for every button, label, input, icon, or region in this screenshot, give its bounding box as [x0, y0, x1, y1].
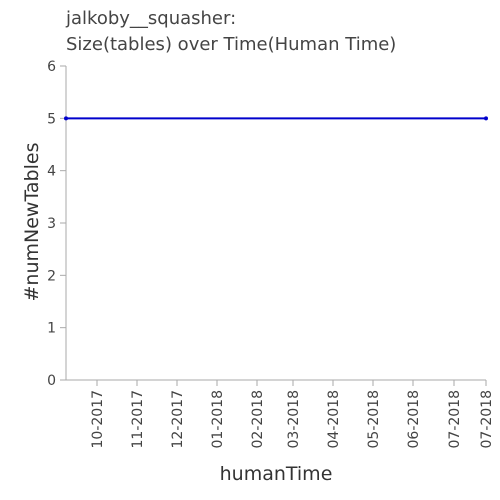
y-tick-label: 3	[47, 216, 56, 232]
x-tick-label: 04-2018	[326, 390, 342, 449]
data-point	[64, 116, 68, 121]
x-tick-label: 12-2017	[170, 390, 186, 449]
chart-title-line-1: jalkoby__squasher:	[65, 8, 236, 29]
x-tick-label: 10-2017	[90, 390, 106, 449]
x-tick-label: 07-2018	[479, 390, 495, 449]
x-axis-ticks: 10-2017 11-2017 12-2017 01-2018 02-2018 03-20…	[90, 380, 495, 449]
x-axis-title: humanTime	[220, 463, 333, 485]
x-tick-label: 07-2018	[447, 390, 463, 449]
y-tick-label: 5	[47, 111, 56, 127]
chart-title-line-2: Size(tables) over Time(Human Time)	[66, 34, 396, 55]
x-tick-label: 01-2018	[210, 390, 226, 449]
y-tick-label: 2	[47, 268, 56, 284]
y-axis-ticks: 0 1 2 3 4 5 6	[47, 59, 66, 389]
x-tick-label: 11-2017	[130, 390, 146, 449]
x-tick-label: 03-2018	[286, 390, 302, 449]
x-tick-label: 02-2018	[250, 390, 266, 449]
y-axis-title: #numNewTables	[21, 143, 43, 302]
x-tick-label: 05-2018	[366, 390, 382, 449]
series-layer	[64, 116, 488, 121]
y-tick-label: 4	[47, 164, 56, 180]
y-tick-label: 1	[47, 321, 56, 337]
y-tick-label: 6	[47, 59, 56, 75]
data-point	[484, 116, 488, 121]
x-tick-label: 06-2018	[406, 390, 422, 449]
y-tick-label: 0	[47, 373, 56, 389]
